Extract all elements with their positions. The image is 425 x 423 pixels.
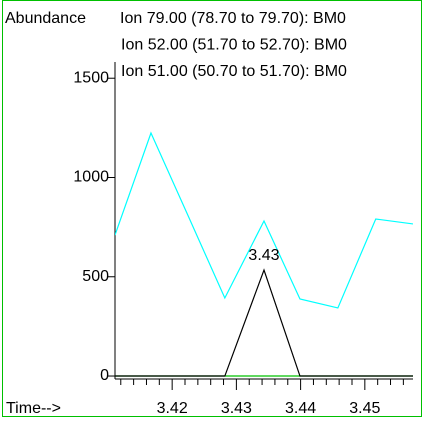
legend-entry: Ion 79.00 (78.70 to 79.70): BM0 [120,10,346,27]
x-tick-label: 3.43 [221,400,252,417]
y-tick-label: 1500 [73,69,109,86]
annotation: 3.43 [248,247,279,264]
y-tick-label: 500 [82,268,109,285]
legend-entry: Ion 51.00 (50.70 to 51.70): BM0 [121,63,347,80]
legend-entry: Ion 52.00 (51.70 to 52.70): BM0 [121,37,347,54]
y-tick-label: 1000 [73,169,109,186]
x-axis-label: Time--> [6,400,61,417]
plot: 0 500 1000 1500 3.42 3.43 3.44 3.45 Ion 79.00 (7… [73,10,413,417]
x-tick-label: 3.44 [285,400,316,417]
frame [2,0,422,417]
y-axis-label: Abundance [5,10,86,27]
series-line [115,131,413,309]
series-line [115,268,413,377]
x-tick-label: 3.45 [349,400,380,417]
series-group [115,131,413,377]
x-tick-label: 3.42 [157,400,188,417]
y-tick-label: 0 [100,367,109,384]
